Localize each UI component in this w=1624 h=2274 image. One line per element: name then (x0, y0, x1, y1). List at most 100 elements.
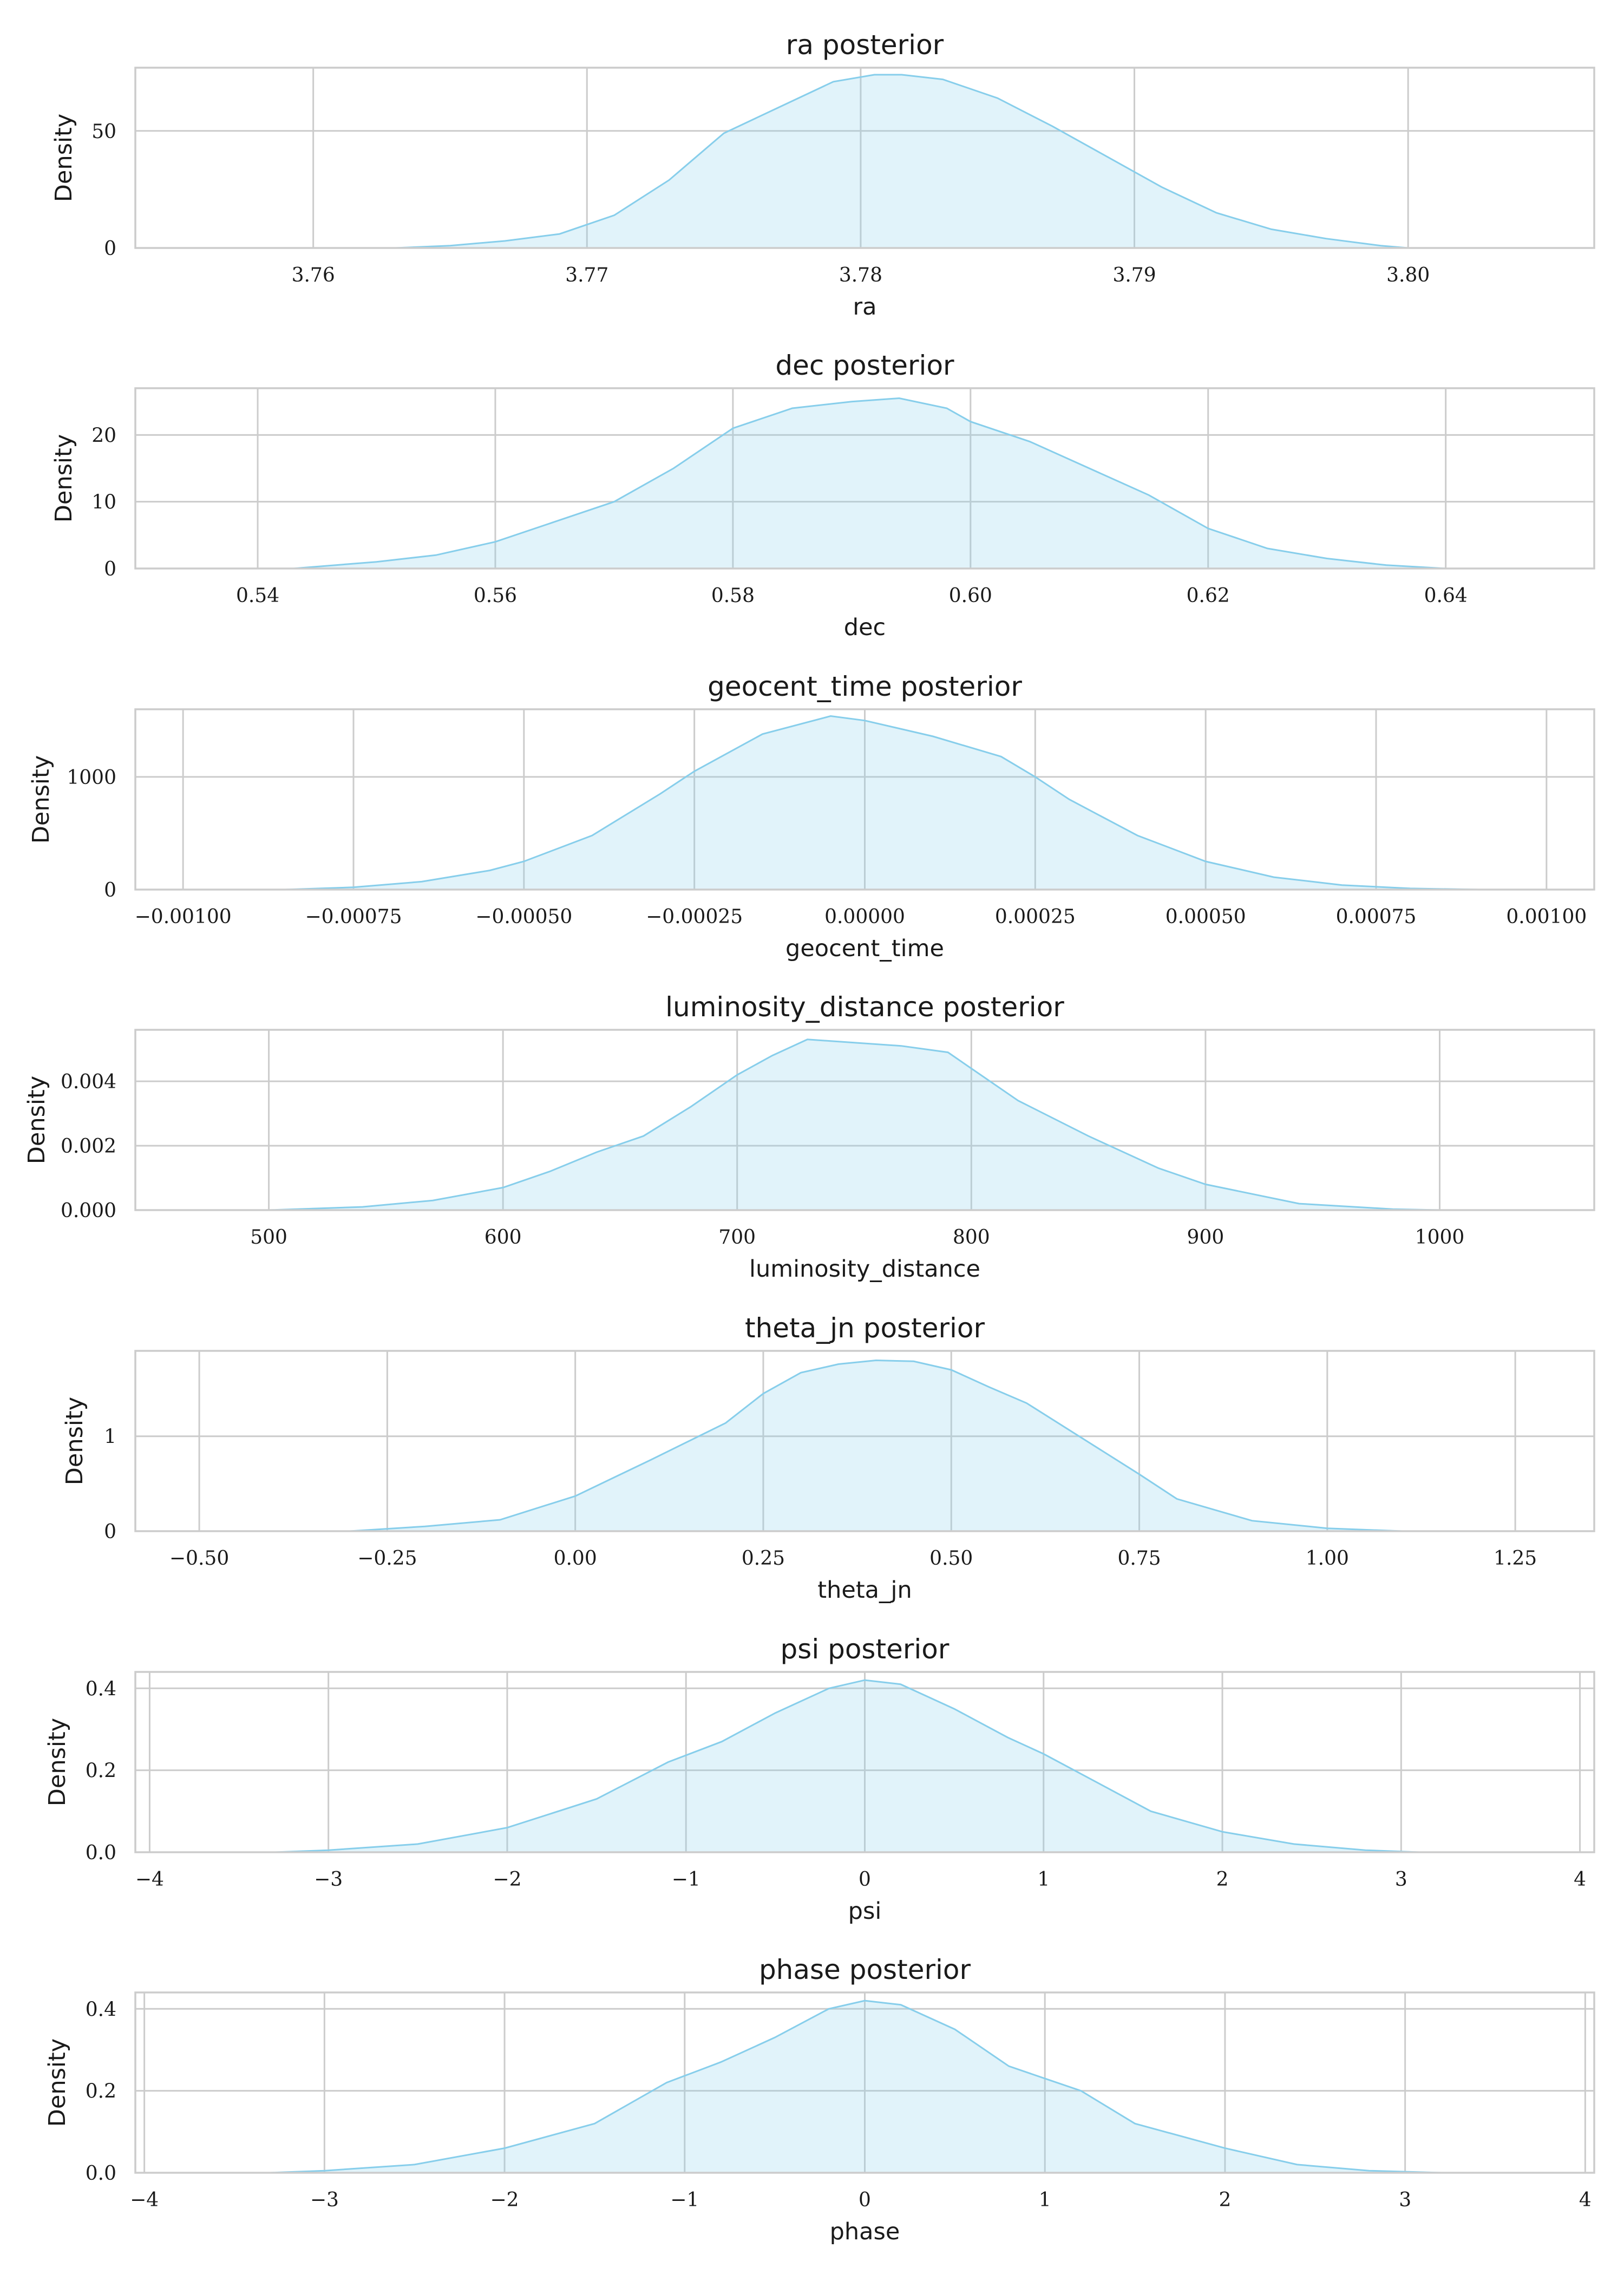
x-tick-label: 3.78 (839, 264, 882, 286)
y-tick-label: 0.000 (61, 1200, 116, 1222)
y-tick-label: 0.4 (86, 1998, 116, 2021)
chart-panel: 0.54 0.56 0.58 0.60 0.62 0.64 0 10 20 dec posteri… (50, 350, 1595, 641)
chart-title: theta_jn posterior (745, 1312, 985, 1344)
x-tick-label: −1 (670, 2189, 699, 2211)
chart-panel: −0.00100 −0.00075 −0.00050 −0.00025 0.00000 0… (28, 671, 1595, 962)
y-tick-label: 0.004 (61, 1071, 116, 1093)
plot-frame (134, 67, 1595, 249)
y-axis-label: Density (28, 755, 55, 844)
x-tick-label: 600 (484, 1226, 522, 1249)
x-tick-label: 3.80 (1386, 264, 1430, 286)
x-tick-label: 0.64 (1424, 585, 1468, 607)
x-tick-label: 0.75 (1117, 1547, 1161, 1570)
x-axis-label: geocent_time (785, 935, 944, 962)
y-tick-label: 0.0 (86, 1842, 116, 1864)
chart-title: ra posterior (786, 29, 944, 61)
density-line (270, 1999, 1442, 2174)
y-tick-label: 0.4 (86, 1678, 116, 1700)
x-axis-label: dec (844, 614, 886, 641)
density-fill (285, 716, 1478, 890)
density-line (293, 397, 1446, 570)
x-tick-label: 1.25 (1494, 1547, 1537, 1570)
x-tick-label: 2 (1216, 1868, 1229, 1891)
x-tick-label: 1 (1039, 2189, 1051, 2211)
y-tick-label: 0.2 (86, 2081, 116, 2103)
x-tick-label: 900 (1187, 1226, 1224, 1249)
y-axis-label: Density (50, 434, 77, 522)
x-tick-label: 0.25 (742, 1547, 785, 1570)
y-tick-label: 0 (104, 879, 116, 901)
chart-title: psi posterior (781, 1633, 949, 1665)
x-tick-label: 0.58 (711, 585, 755, 607)
x-tick-label: 4 (1574, 1868, 1586, 1891)
x-tick-label: −0.00025 (646, 906, 743, 928)
x-tick-label: 700 (718, 1226, 756, 1249)
x-tick-label: 3 (1395, 1868, 1407, 1891)
x-axis-label: phase (830, 2218, 900, 2245)
y-tick-label: 10 (91, 492, 116, 514)
chart-title: luminosity_distance posterior (665, 991, 1064, 1023)
chart-panel: 3.76 3.77 3.78 3.79 3.80 0 50 ra posterior ra Den… (50, 29, 1595, 321)
x-tick-label: 4 (1579, 2189, 1592, 2211)
x-tick-label: 2 (1219, 2189, 1231, 2211)
chart-panel: −4 −3 −2 −1 0 1 2 3 4 0.0 0.2 0.4 phase posterior pha… (44, 1954, 1595, 2245)
x-axis-label: psi (848, 1898, 882, 1925)
density-line (285, 715, 1478, 891)
x-tick-label: 0.62 (1187, 585, 1230, 607)
y-tick-label: 0 (104, 558, 116, 580)
plot-frame (134, 1671, 1595, 1853)
density-fill (270, 2001, 1442, 2173)
y-tick-label: 0.002 (61, 1135, 116, 1158)
density-line (269, 1038, 1440, 1211)
x-axis-label: luminosity_distance (749, 1256, 980, 1283)
x-tick-label: 0.56 (474, 585, 517, 607)
x-tick-label: −0.00100 (135, 906, 232, 928)
x-axis-label: ra (853, 293, 876, 321)
x-tick-label: 3.76 (292, 264, 335, 286)
y-tick-label: 0.0 (86, 2162, 116, 2185)
y-axis-label: Density (44, 1718, 71, 1806)
y-tick-label: 1000 (67, 767, 116, 789)
chart-title: geocent_time posterior (708, 671, 1022, 702)
x-tick-label: −2 (490, 2189, 519, 2211)
x-tick-label: 500 (250, 1226, 287, 1249)
x-tick-label: 1.00 (1306, 1547, 1349, 1570)
y-axis-label: Density (23, 1076, 50, 1164)
x-tick-label: −3 (314, 1868, 343, 1891)
x-tick-label: 3.79 (1112, 264, 1156, 286)
x-tick-label: −1 (672, 1868, 700, 1891)
x-axis-label: theta_jn (817, 1577, 912, 1604)
x-tick-label: 0 (859, 2189, 871, 2211)
y-axis-label: Density (61, 1397, 88, 1485)
x-tick-label: 0.00 (554, 1547, 597, 1570)
density-fill (274, 1680, 1419, 1852)
chart-panel: −4 −3 −2 −1 0 1 2 3 4 0.0 0.2 0.4 psi posterior psi De… (44, 1633, 1595, 1925)
plot-frame (134, 1029, 1595, 1211)
x-tick-label: −0.00050 (475, 906, 572, 928)
x-tick-label: 3 (1399, 2189, 1411, 2211)
density-line (349, 1359, 1403, 1532)
chart-title: phase posterior (759, 1954, 971, 1985)
plot-frame (134, 708, 1595, 891)
y-tick-label: 0 (104, 238, 116, 260)
x-tick-label: 800 (953, 1226, 990, 1249)
density-line (395, 74, 1409, 249)
x-tick-label: 0.00075 (1336, 906, 1417, 928)
y-tick-label: 50 (91, 121, 116, 143)
x-tick-label: −3 (310, 2189, 339, 2211)
x-tick-label: −0.25 (357, 1547, 417, 1570)
plot-frame (134, 1991, 1595, 2174)
x-tick-label: 1000 (1415, 1226, 1465, 1249)
plot-frame (134, 1350, 1595, 1532)
chart-panel: 500 600 700 800 900 1000 0.000 0.002 0.004 lumino… (23, 991, 1595, 1283)
x-tick-label: −4 (135, 1868, 164, 1891)
y-axis-label: Density (50, 114, 77, 202)
density-fill (349, 1360, 1403, 1531)
x-tick-label: 3.77 (565, 264, 608, 286)
x-tick-label: 0 (859, 1868, 871, 1891)
x-tick-label: −2 (493, 1868, 521, 1891)
x-tick-label: 0.00100 (1506, 906, 1587, 928)
x-tick-label: −0.50 (169, 1547, 229, 1570)
x-tick-label: 0.00025 (995, 906, 1076, 928)
